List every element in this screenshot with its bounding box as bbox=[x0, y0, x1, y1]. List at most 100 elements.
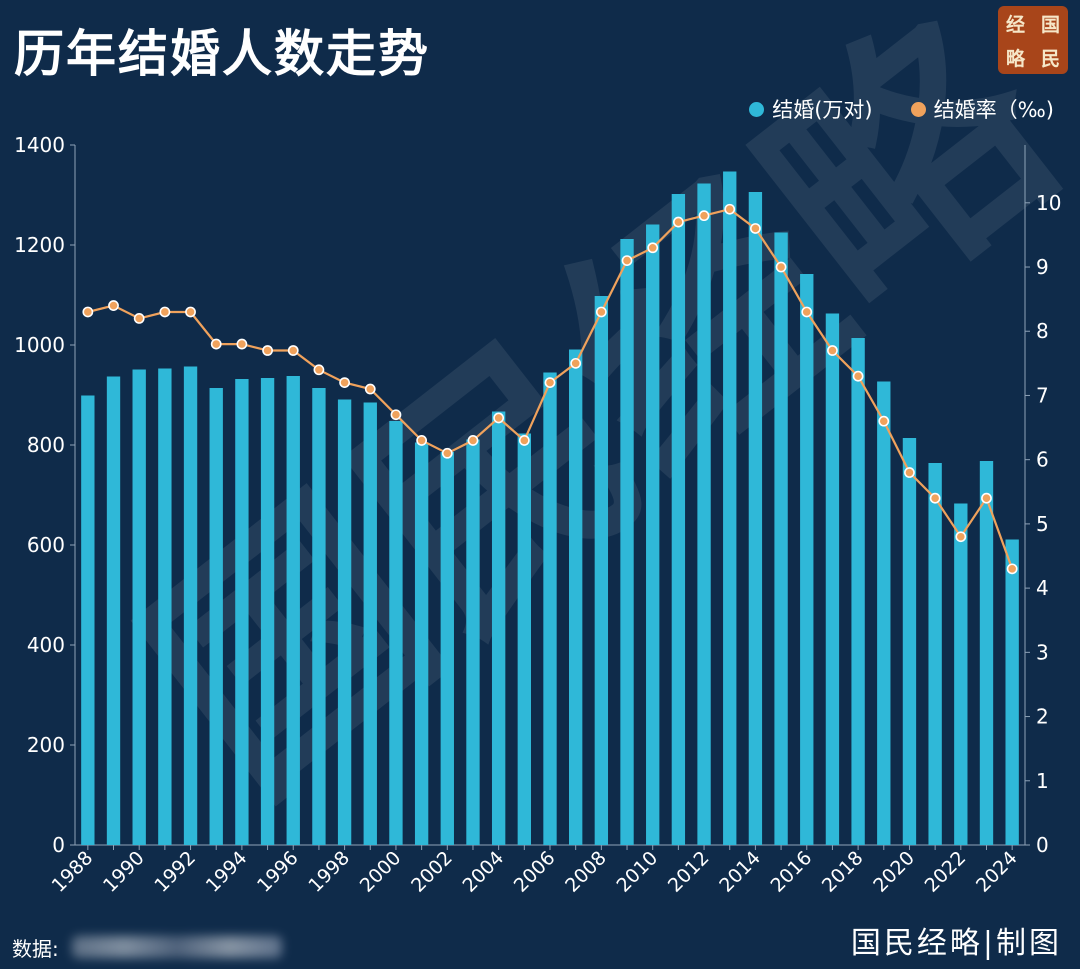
bar bbox=[748, 192, 763, 845]
x-tick-label: 2016 bbox=[767, 847, 817, 897]
rate-point bbox=[416, 435, 428, 446]
legend-dot-icon bbox=[749, 101, 765, 117]
rate-point bbox=[698, 210, 710, 222]
bar bbox=[902, 438, 917, 845]
rate-point bbox=[801, 306, 813, 318]
right-tick-label: 1 bbox=[1036, 769, 1049, 793]
rate-point bbox=[904, 467, 915, 478]
rate-point bbox=[647, 242, 659, 254]
rate-point bbox=[621, 255, 633, 266]
x-tick-label: 2024 bbox=[972, 847, 1022, 897]
bar bbox=[337, 399, 352, 845]
bar bbox=[132, 369, 146, 845]
rate-point bbox=[133, 312, 145, 324]
bar bbox=[620, 239, 634, 845]
bar bbox=[363, 402, 377, 845]
x-tick-label: 2014 bbox=[715, 847, 765, 897]
logo-char: 略 bbox=[1005, 47, 1025, 70]
left-tick-label: 1000 bbox=[14, 333, 65, 357]
rate-point bbox=[313, 364, 325, 376]
bar bbox=[235, 379, 249, 845]
bar bbox=[646, 224, 660, 845]
rate-point bbox=[262, 345, 273, 356]
bar bbox=[209, 388, 223, 845]
x-tick-label: 2008 bbox=[561, 847, 611, 897]
rate-point bbox=[981, 492, 992, 504]
bar bbox=[286, 376, 300, 845]
x-tick-label: 2020 bbox=[869, 847, 919, 897]
bar bbox=[81, 395, 95, 845]
left-tick-label: 400 bbox=[27, 633, 65, 657]
rate-point bbox=[441, 447, 453, 459]
chart-legend: 结婚(万对) 结婚率（‰) bbox=[749, 94, 1054, 124]
left-tick-label: 1200 bbox=[14, 233, 65, 257]
x-tick-label: 2000 bbox=[356, 847, 406, 897]
x-tick-label: 1994 bbox=[202, 847, 252, 897]
credit-footer: 国民经略|制图 bbox=[850, 926, 1062, 961]
right-tick-label: 8 bbox=[1036, 319, 1049, 343]
right-tick-label: 6 bbox=[1036, 448, 1049, 472]
x-tick-label: 1992 bbox=[150, 847, 200, 897]
source-label: 数据: bbox=[12, 937, 59, 961]
rate-point bbox=[955, 531, 967, 543]
rate-point bbox=[595, 306, 607, 318]
rate-point bbox=[159, 306, 171, 318]
bar bbox=[800, 274, 814, 845]
bar bbox=[825, 313, 840, 845]
x-tick-label: 2022 bbox=[921, 847, 971, 897]
right-tick-label: 9 bbox=[1036, 255, 1049, 279]
bar bbox=[543, 372, 557, 845]
rate-point bbox=[364, 383, 376, 395]
left-tick-label: 1400 bbox=[14, 133, 65, 157]
x-tick-label: 1990 bbox=[99, 847, 149, 897]
bar bbox=[928, 463, 942, 845]
bar bbox=[312, 388, 326, 845]
left-tick-label: 800 bbox=[27, 433, 65, 457]
left-tick-label: 200 bbox=[27, 733, 65, 757]
bar bbox=[260, 378, 275, 845]
bar bbox=[979, 461, 994, 845]
bar bbox=[671, 194, 686, 845]
rate-point bbox=[287, 345, 299, 356]
bar bbox=[158, 368, 172, 845]
bar bbox=[466, 439, 480, 845]
x-tick-label: 2004 bbox=[458, 847, 508, 897]
source-redacted bbox=[72, 936, 282, 958]
rate-point bbox=[570, 357, 582, 369]
rate-point bbox=[185, 306, 196, 318]
rate-point bbox=[236, 338, 248, 350]
legend-dot-icon bbox=[910, 101, 926, 117]
right-tick-label: 2 bbox=[1036, 705, 1049, 729]
x-tick-label: 2002 bbox=[407, 847, 457, 897]
legend-label: 结婚率（‰) bbox=[933, 98, 1054, 122]
brand-logo: 经 国 略 民 bbox=[998, 6, 1068, 74]
rate-point bbox=[878, 415, 890, 427]
rate-point bbox=[544, 377, 556, 389]
x-tick-label: 2006 bbox=[510, 847, 560, 897]
bar bbox=[594, 296, 609, 845]
rate-point bbox=[518, 435, 530, 446]
bar bbox=[491, 411, 506, 845]
chart-title: 历年结婚人数走势 bbox=[14, 25, 430, 83]
right-tick-label: 0 bbox=[1036, 833, 1049, 857]
rate-point bbox=[467, 435, 479, 446]
bar bbox=[414, 442, 429, 845]
rate-point bbox=[827, 345, 838, 356]
legend-item-marriages: 结婚(万对) bbox=[749, 94, 873, 124]
x-tick-label: 2010 bbox=[612, 847, 662, 897]
rate-point bbox=[750, 223, 761, 234]
bar bbox=[569, 349, 583, 845]
left-tick-label: 0 bbox=[52, 833, 65, 857]
rate-point bbox=[775, 261, 787, 273]
rate-point bbox=[852, 370, 864, 382]
legend-item-rate: 结婚率（‰) bbox=[910, 94, 1054, 124]
bar bbox=[106, 376, 121, 845]
right-tick-label: 4 bbox=[1036, 576, 1049, 600]
x-tick-label: 2018 bbox=[818, 847, 868, 897]
left-tick-label: 600 bbox=[27, 533, 65, 557]
rate-point bbox=[108, 300, 119, 311]
logo-char: 民 bbox=[1040, 47, 1060, 70]
logo-char: 国 bbox=[1040, 13, 1060, 36]
rate-point bbox=[339, 377, 350, 389]
